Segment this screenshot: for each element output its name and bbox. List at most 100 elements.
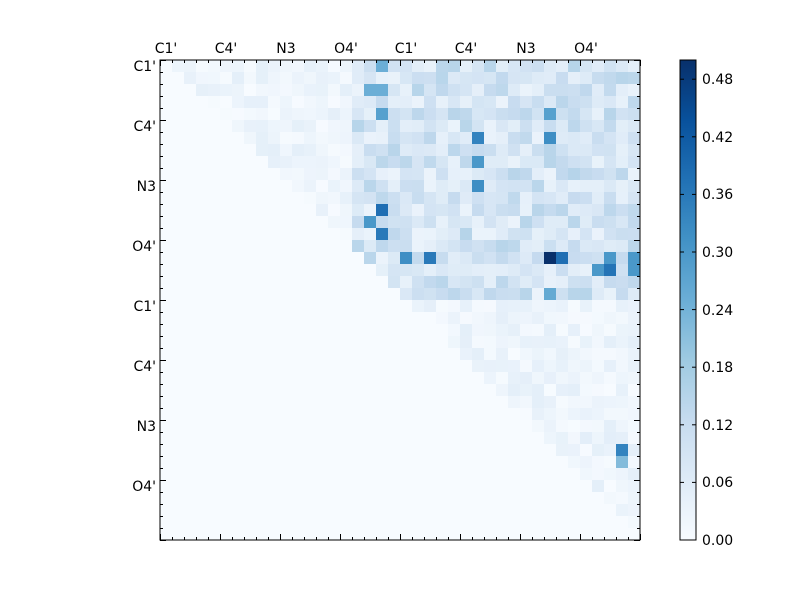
heatmap-cell bbox=[340, 420, 353, 433]
heatmap-cell bbox=[208, 420, 221, 433]
heatmap-cell bbox=[364, 372, 377, 385]
heatmap-cell bbox=[556, 324, 569, 337]
heatmap-cell bbox=[412, 456, 425, 469]
heatmap-cell bbox=[604, 120, 617, 133]
heatmap-cell bbox=[208, 288, 221, 301]
heatmap-cell bbox=[628, 300, 641, 313]
heatmap-cell bbox=[340, 180, 353, 193]
heatmap-cell bbox=[160, 408, 173, 421]
heatmap-cell bbox=[412, 204, 425, 217]
heatmap-cell bbox=[256, 444, 269, 457]
heatmap-cell bbox=[280, 288, 293, 301]
heatmap-cell bbox=[628, 264, 641, 277]
heatmap-cell bbox=[388, 144, 401, 157]
x-top-tick-label: N3 bbox=[276, 41, 295, 57]
heatmap-cell bbox=[196, 252, 209, 265]
heatmap-cell bbox=[184, 528, 197, 541]
heatmap-cell bbox=[628, 156, 641, 169]
heatmap-cell bbox=[280, 192, 293, 205]
heatmap-cell bbox=[280, 156, 293, 169]
heatmap-cell bbox=[472, 408, 485, 421]
heatmap-cell bbox=[436, 324, 449, 337]
heatmap-cell bbox=[292, 96, 305, 109]
heatmap-cell bbox=[256, 156, 269, 169]
heatmap-cell bbox=[352, 384, 365, 397]
heatmap-cell bbox=[352, 108, 365, 121]
heatmap-cell bbox=[604, 168, 617, 181]
heatmap-cell bbox=[220, 480, 233, 493]
heatmap-cell bbox=[304, 444, 317, 457]
heatmap-cell bbox=[496, 108, 509, 121]
heatmap-cell bbox=[628, 168, 641, 181]
heatmap-cell bbox=[472, 312, 485, 325]
heatmap-cell bbox=[352, 192, 365, 205]
heatmap-cell bbox=[244, 516, 257, 529]
heatmap-cell bbox=[316, 156, 329, 169]
y-tick-label: C4' bbox=[133, 119, 156, 135]
heatmap-cell bbox=[436, 420, 449, 433]
heatmap-cell bbox=[340, 336, 353, 349]
heatmap-cell bbox=[412, 264, 425, 277]
heatmap-cell bbox=[412, 504, 425, 517]
heatmap-cell bbox=[400, 468, 413, 481]
heatmap-cell bbox=[364, 84, 377, 97]
heatmap-cell bbox=[268, 336, 281, 349]
heatmap-cell bbox=[604, 348, 617, 361]
heatmap-cell bbox=[220, 372, 233, 385]
heatmap-cell bbox=[208, 360, 221, 373]
heatmap-cell bbox=[364, 204, 377, 217]
heatmap-cell bbox=[292, 456, 305, 469]
heatmap-cell bbox=[316, 108, 329, 121]
heatmap-cell bbox=[496, 276, 509, 289]
heatmap-cell bbox=[256, 204, 269, 217]
heatmap-cell bbox=[232, 204, 245, 217]
heatmap-cell bbox=[184, 96, 197, 109]
heatmap-cell bbox=[448, 372, 461, 385]
heatmap-cell bbox=[388, 444, 401, 457]
heatmap-cell bbox=[628, 108, 641, 121]
heatmap-cell bbox=[592, 72, 605, 85]
heatmap-cell bbox=[604, 372, 617, 385]
heatmap-cell bbox=[232, 492, 245, 505]
heatmap-cell bbox=[556, 264, 569, 277]
heatmap-cell bbox=[412, 96, 425, 109]
heatmap-cell bbox=[532, 240, 545, 253]
heatmap-cell bbox=[628, 96, 641, 109]
heatmap-cell bbox=[268, 360, 281, 373]
heatmap-cell bbox=[460, 288, 473, 301]
heatmap-cell bbox=[448, 432, 461, 445]
heatmap-cell bbox=[208, 84, 221, 97]
heatmap-cell bbox=[388, 120, 401, 133]
colorbar-tick-label: 0.18 bbox=[702, 360, 733, 376]
x-top-tick-label: O4' bbox=[334, 41, 358, 57]
heatmap-cell bbox=[460, 480, 473, 493]
heatmap-cell bbox=[520, 372, 533, 385]
heatmap-cell bbox=[568, 504, 581, 517]
heatmap-cell bbox=[448, 408, 461, 421]
heatmap-cell bbox=[328, 252, 341, 265]
heatmap-cell bbox=[616, 480, 629, 493]
heatmap-cell bbox=[172, 168, 185, 181]
heatmap-cell bbox=[628, 468, 641, 481]
heatmap-cell bbox=[460, 444, 473, 457]
heatmap-cell bbox=[484, 336, 497, 349]
heatmap-cell bbox=[232, 276, 245, 289]
heatmap-cell bbox=[520, 420, 533, 433]
heatmap-cell bbox=[352, 528, 365, 541]
heatmap-cell bbox=[232, 228, 245, 241]
heatmap-cell bbox=[592, 84, 605, 97]
heatmap-cell bbox=[448, 312, 461, 325]
heatmap-cell bbox=[580, 252, 593, 265]
heatmap-cell bbox=[568, 492, 581, 505]
heatmap-cell bbox=[580, 120, 593, 133]
heatmap-cell bbox=[508, 168, 521, 181]
heatmap-cell bbox=[604, 408, 617, 421]
heatmap-cell bbox=[376, 468, 389, 481]
heatmap-cell bbox=[352, 444, 365, 457]
heatmap-cell bbox=[460, 396, 473, 409]
heatmap-cell bbox=[256, 228, 269, 241]
heatmap-cell bbox=[196, 132, 209, 145]
heatmap-cell bbox=[628, 504, 641, 517]
heatmap-cell bbox=[220, 504, 233, 517]
heatmap-cell bbox=[208, 516, 221, 529]
